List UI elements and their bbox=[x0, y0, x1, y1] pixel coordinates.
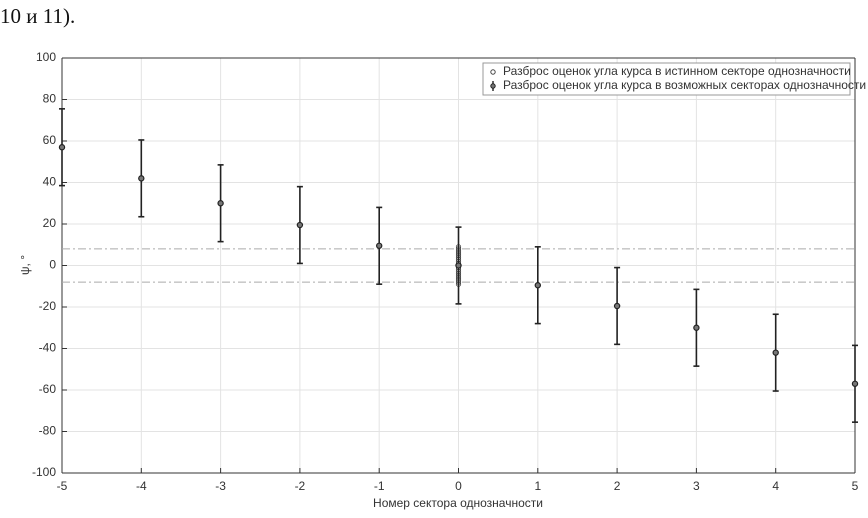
marker bbox=[772, 349, 779, 356]
text-fragment: 10 и 11). bbox=[0, 4, 75, 28]
y-axis-label: ψ, ° bbox=[18, 255, 32, 275]
marker bbox=[296, 221, 304, 229]
legend-box bbox=[482, 62, 851, 96]
marker bbox=[534, 282, 542, 289]
marker bbox=[613, 302, 621, 310]
y-tick-label: 80 bbox=[43, 92, 57, 106]
y-tick-label: 100 bbox=[36, 50, 56, 64]
legend-label: Разброс оценок угла курса в истинном сек… bbox=[503, 64, 851, 78]
x-tick-label: -3 bbox=[215, 479, 226, 493]
legend-label: Разброс оценок угла курса в возможных се… bbox=[503, 78, 866, 92]
x-tick-label: -2 bbox=[295, 479, 306, 493]
x-tick-label: 4 bbox=[772, 479, 779, 493]
y-tick-label: -20 bbox=[39, 299, 57, 313]
legend-symbol bbox=[490, 83, 496, 89]
x-tick-label: 5 bbox=[852, 479, 859, 493]
x-tick-label: -5 bbox=[57, 479, 68, 493]
x-tick-label: 0 bbox=[455, 479, 462, 493]
marker bbox=[376, 242, 383, 249]
y-tick-label: 40 bbox=[43, 175, 57, 189]
y-tick-label: -80 bbox=[39, 424, 57, 438]
y-tick-label: -100 bbox=[32, 465, 56, 479]
legend-symbol bbox=[490, 69, 496, 75]
x-tick-label: 1 bbox=[534, 479, 541, 493]
x-tick-label: 2 bbox=[614, 479, 621, 493]
marker bbox=[138, 175, 145, 182]
x-tick-label: 3 bbox=[693, 479, 700, 493]
marker bbox=[217, 200, 224, 207]
marker bbox=[455, 262, 462, 269]
x-axis-label: Номер сектора однозначности bbox=[373, 496, 543, 510]
y-tick-label: 60 bbox=[43, 133, 57, 147]
marker bbox=[693, 324, 700, 331]
marker bbox=[851, 380, 859, 387]
y-tick-label: 0 bbox=[49, 258, 56, 272]
y-tick-label: 20 bbox=[43, 216, 57, 230]
y-tick-label: -60 bbox=[39, 382, 57, 396]
x-tick-label: -4 bbox=[136, 479, 147, 493]
marker bbox=[58, 144, 66, 151]
x-tick-label: -1 bbox=[374, 479, 385, 493]
y-tick-label: -40 bbox=[39, 341, 57, 355]
